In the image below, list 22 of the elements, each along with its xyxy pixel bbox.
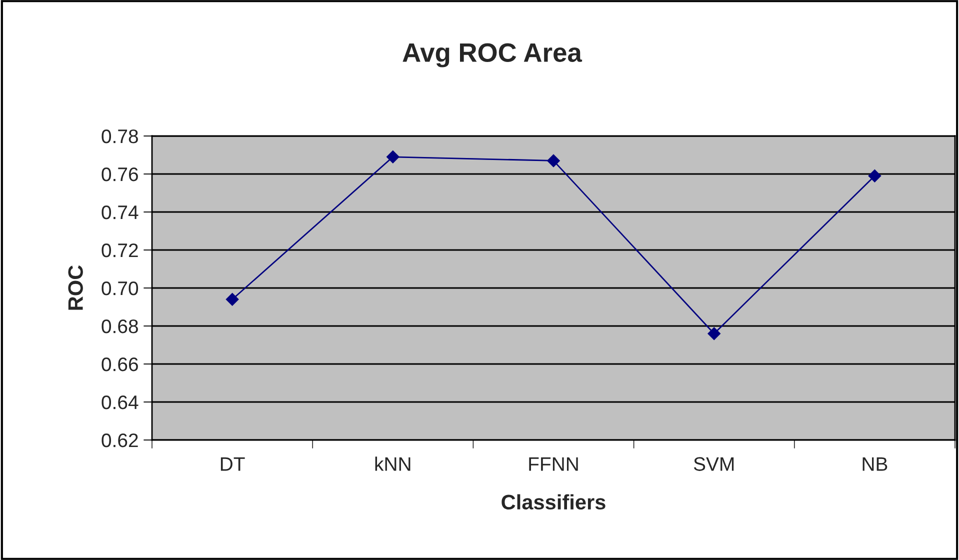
x-tick-label: kNN	[375, 456, 410, 471]
y-tick-label: 0.62	[102, 433, 138, 448]
point	[226, 292, 239, 306]
y-tick-label: 0.78	[102, 129, 138, 144]
x-tick-label: DT	[220, 457, 245, 471]
point	[708, 327, 721, 340]
point	[547, 154, 560, 168]
x-tick-label: SVM	[694, 457, 734, 471]
y-tick-label: 0.74	[102, 205, 138, 220]
x-tick-label: NB	[862, 457, 888, 471]
y-tick-label: 0.66	[102, 357, 138, 372]
x-tick-label: FFNN	[529, 457, 578, 471]
y-tick-label: 0.76	[102, 167, 138, 182]
x-axis-title: Classifiers	[502, 494, 606, 510]
y-tick-label: 0.70	[102, 281, 138, 296]
y-tick-label: 0.68	[102, 319, 138, 334]
y-tick-label: 0.64	[102, 395, 138, 410]
chart-title: Avg ROC Area	[402, 43, 582, 68]
point	[386, 150, 400, 164]
y-tick-label: 0.72	[102, 243, 138, 258]
point	[868, 169, 882, 182]
y-axis-title: ROC	[68, 265, 83, 310]
